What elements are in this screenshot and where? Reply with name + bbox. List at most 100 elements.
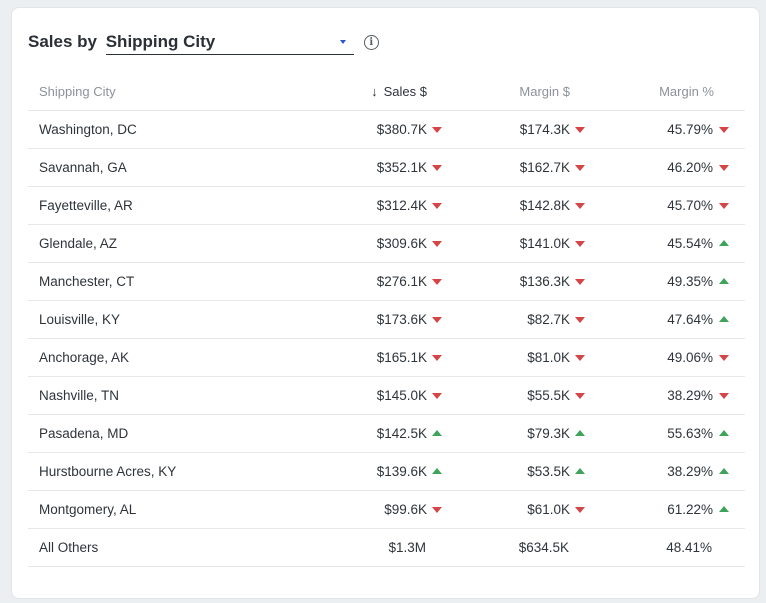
card-title-prefix: Sales by: [28, 32, 102, 51]
cell-margin: $141.0K: [519, 236, 570, 251]
cell-sales: $312.4K: [376, 198, 427, 213]
cell-city: Montgomery, AL: [39, 502, 137, 517]
table-row[interactable]: Anchorage, AK $165.1K $81.0K 49.06%: [28, 339, 745, 377]
cell-margin-pct: 55.63%: [667, 426, 713, 441]
info-icon[interactable]: i: [363, 34, 379, 50]
table-row[interactable]: Montgomery, AL $99.6K $61.0K 61.22%: [28, 491, 745, 529]
cell-margin: $82.7K: [527, 312, 570, 327]
cell-margin-pct: 49.06%: [667, 350, 713, 365]
trend-down-icon: [575, 203, 585, 209]
column-header-city[interactable]: Shipping City: [39, 83, 116, 99]
trend-up-icon: [719, 316, 729, 322]
trend-up-icon: [719, 468, 729, 474]
cell-sales: $142.5K: [376, 426, 427, 441]
trend-down-icon: [432, 203, 442, 209]
chevron-down-icon: [339, 40, 346, 44]
table-row[interactable]: Washington, DC $380.7K $174.3K 45.79%: [28, 111, 745, 149]
table-header-row: Shipping City ↓ Sales $ Margin $ Margin %: [28, 72, 745, 111]
trend-down-icon: [432, 241, 442, 247]
cell-margin: $79.3K: [527, 426, 570, 441]
cell-sales: $145.0K: [376, 388, 427, 403]
cell-sales: $276.1K: [376, 274, 427, 289]
cell-margin-pct: 45.70%: [667, 198, 713, 213]
trend-down-icon: [575, 507, 585, 513]
sales-by-dimension-card: Sales by Shipping City i Shipping City ↓…: [11, 7, 760, 599]
trend-down-icon: [575, 355, 585, 361]
cell-city: Anchorage, AK: [39, 350, 130, 365]
cell-margin-pct: 61.22%: [667, 502, 713, 517]
table-row[interactable]: Glendale, AZ $309.6K $141.0K 45.54%: [28, 225, 745, 263]
table-row[interactable]: Savannah, GA $352.1K $162.7K 46.20%: [28, 149, 745, 187]
cell-sales: $139.6K: [376, 464, 427, 479]
table-body: Washington, DC $380.7K $174.3K 45.79% Savann…: [28, 111, 745, 529]
table-row[interactable]: Fayetteville, AR $312.4K $142.8K 45.70%: [28, 187, 745, 225]
column-header-margin-pct[interactable]: Margin %: [659, 83, 714, 99]
trend-down-icon: [719, 165, 729, 171]
cell-margin-pct: 47.64%: [667, 312, 713, 327]
trend-down-icon: [432, 393, 442, 399]
cell-margin-pct: 48.41%: [666, 540, 712, 555]
cell-sales: $165.1K: [376, 350, 427, 365]
cell-sales: $309.6K: [376, 236, 427, 251]
cell-margin: $55.5K: [527, 388, 570, 403]
cell-margin: $174.3K: [519, 122, 570, 137]
column-header-sales[interactable]: ↓ Sales $: [371, 84, 427, 99]
cell-margin-pct: 49.35%: [667, 274, 713, 289]
cell-sales: $99.6K: [384, 502, 427, 517]
column-header-sales-label: Sales $: [383, 83, 427, 99]
cell-city: Pasadena, MD: [39, 426, 129, 441]
table-row[interactable]: Hurstbourne Acres, KY $139.6K $53.5K 38.29%: [28, 453, 745, 491]
cell-margin: $81.0K: [527, 350, 570, 365]
cell-margin-pct: 45.54%: [667, 236, 713, 251]
table-row[interactable]: Louisville, KY $173.6K $82.7K 47.64%: [28, 301, 745, 339]
cell-margin: $634.5K: [518, 540, 569, 555]
cell-margin: $53.5K: [527, 464, 570, 479]
trend-up-icon: [575, 468, 585, 474]
dimension-dropdown-value: Shipping City: [105, 31, 216, 51]
trend-up-icon: [432, 468, 442, 474]
cell-city: Savannah, GA: [39, 160, 127, 175]
trend-down-icon: [432, 355, 442, 361]
trend-down-icon: [575, 165, 585, 171]
table-row-all-others[interactable]: All Others $1.3M $634.5K 48.41%: [28, 529, 745, 567]
trend-up-icon: [432, 430, 442, 436]
cell-city: Nashville, TN: [39, 388, 120, 403]
trend-down-icon: [432, 507, 442, 513]
cell-city: Washington, DC: [39, 122, 137, 137]
trend-down-icon: [575, 317, 585, 323]
cell-margin: $142.8K: [519, 198, 570, 213]
trend-down-icon: [575, 241, 585, 247]
cell-margin: $136.3K: [519, 274, 570, 289]
cell-city: Glendale, AZ: [39, 236, 118, 251]
cell-city: Hurstbourne Acres, KY: [39, 464, 177, 479]
trend-down-icon: [719, 203, 729, 209]
cell-city: Fayetteville, AR: [39, 198, 133, 213]
trend-up-icon: [719, 278, 729, 284]
trend-down-icon: [432, 127, 442, 133]
trend-down-icon: [432, 165, 442, 171]
trend-down-icon: [719, 393, 729, 399]
cell-margin: $61.0K: [527, 502, 570, 517]
trend-down-icon: [432, 279, 442, 285]
table-row[interactable]: Pasadena, MD $142.5K $79.3K 55.63%: [28, 415, 745, 453]
cell-margin: $162.7K: [519, 160, 570, 175]
trend-down-icon: [719, 127, 729, 133]
card-header: Sales by Shipping City i: [28, 29, 379, 55]
cell-city: All Others: [39, 540, 99, 555]
cell-sales: $1.3M: [388, 540, 426, 555]
trend-down-icon: [432, 317, 442, 323]
column-header-margin[interactable]: Margin $: [519, 83, 570, 99]
dimension-dropdown[interactable]: Shipping City: [105, 29, 354, 55]
table-row[interactable]: Nashville, TN $145.0K $55.5K 38.29%: [28, 377, 745, 415]
cell-margin-pct: 46.20%: [667, 160, 713, 175]
trend-up-icon: [575, 430, 585, 436]
trend-down-icon: [575, 127, 585, 133]
trend-down-icon: [575, 279, 585, 285]
cell-city: Louisville, KY: [39, 312, 121, 327]
cell-margin-pct: 38.29%: [667, 388, 713, 403]
cell-sales: $173.6K: [376, 312, 427, 327]
trend-down-icon: [575, 393, 585, 399]
table-row[interactable]: Manchester, CT $276.1K $136.3K 49.35%: [28, 263, 745, 301]
cell-city: Manchester, CT: [39, 274, 135, 289]
cell-margin-pct: 38.29%: [667, 464, 713, 479]
